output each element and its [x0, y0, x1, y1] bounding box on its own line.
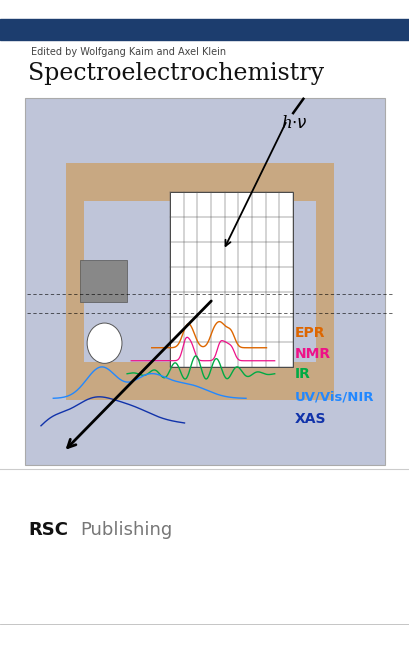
Bar	[65, 162, 333, 400]
Text: Publishing: Publishing	[80, 521, 172, 539]
Text: EPR: EPR	[294, 326, 325, 340]
Text: UV/Vis/NIR: UV/Vis/NIR	[294, 390, 374, 403]
Bar	[25, 98, 384, 465]
Text: Edited by Wolfgang Kaim and Axel Klein: Edited by Wolfgang Kaim and Axel Klein	[31, 47, 225, 57]
Bar	[0, 19, 409, 40]
Text: NMR: NMR	[294, 347, 330, 361]
Bar	[84, 201, 315, 361]
Ellipse shape	[87, 323, 122, 363]
Text: h$\cdot\nu$: h$\cdot\nu$	[280, 115, 307, 132]
Bar	[80, 260, 127, 302]
Text: RSC: RSC	[28, 521, 68, 539]
Bar	[170, 192, 292, 367]
Text: IR: IR	[294, 367, 310, 382]
Text: Spectroelectrochemistry: Spectroelectrochemistry	[28, 62, 323, 84]
Text: XAS: XAS	[294, 412, 326, 426]
